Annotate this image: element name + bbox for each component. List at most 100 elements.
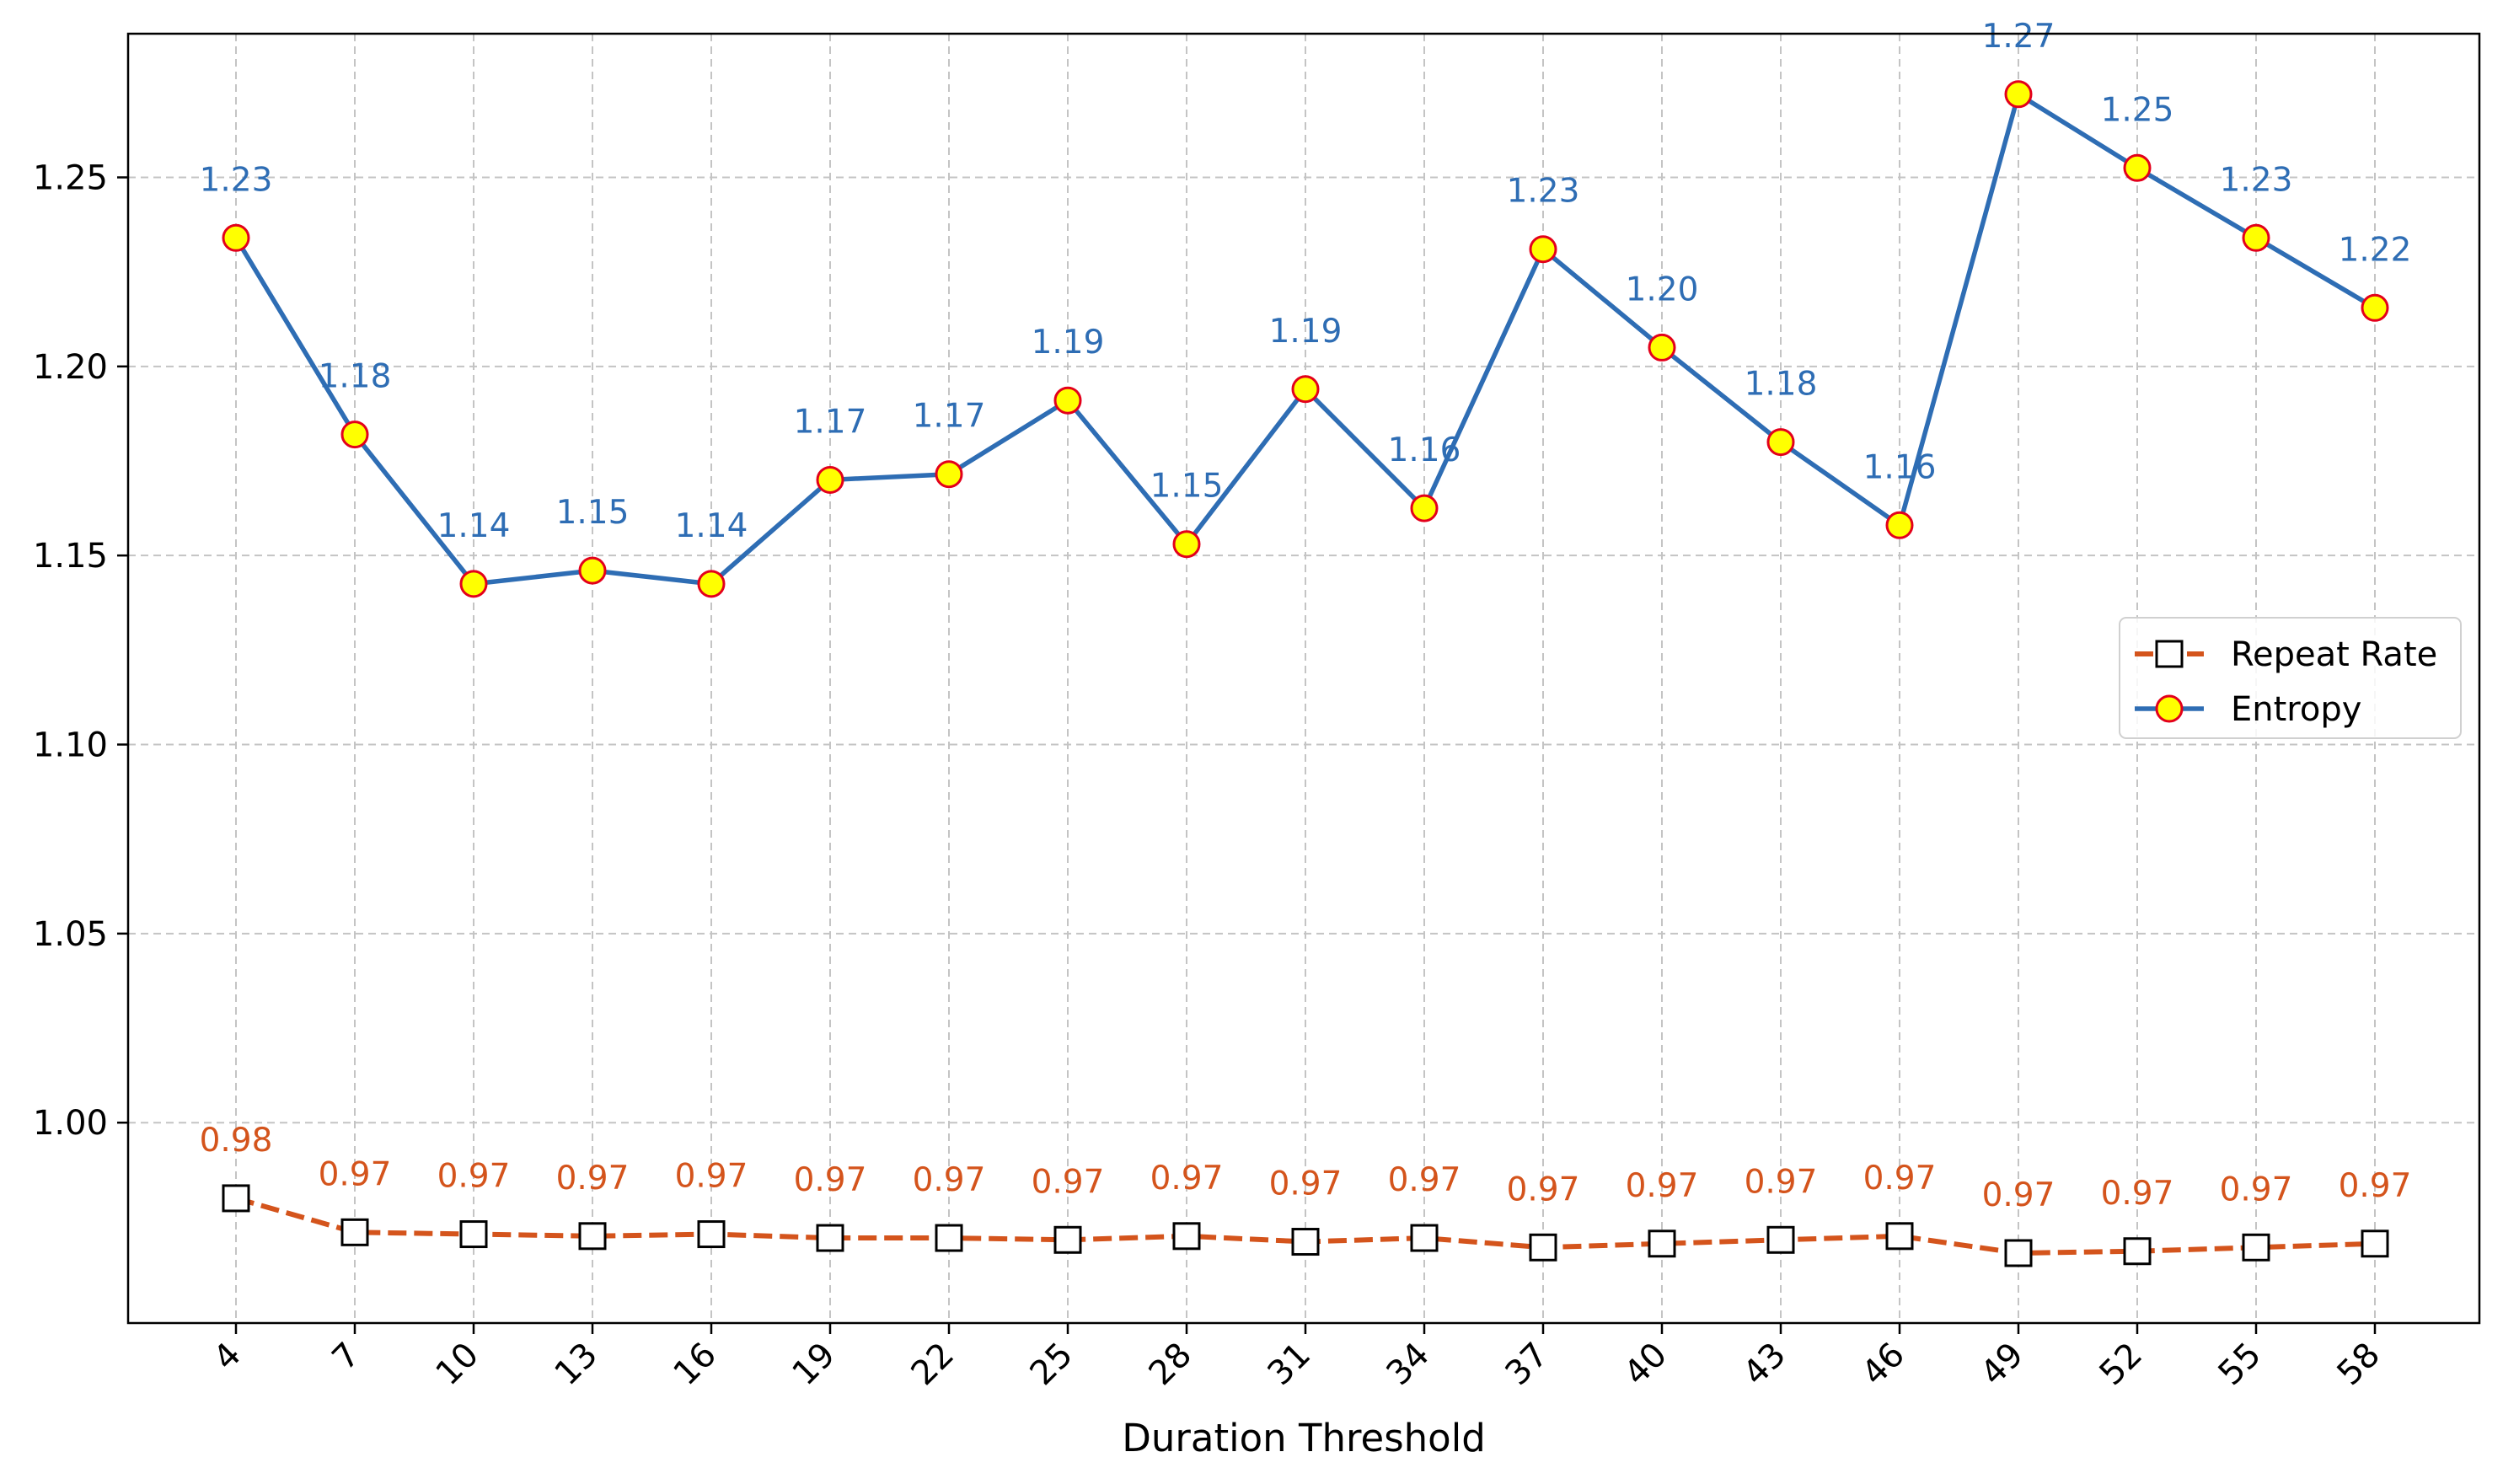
entropy-data-label: 1.23 [2220, 161, 2293, 199]
repeat-rate-data-label: 0.97 [2339, 1167, 2412, 1205]
entropy-point [1291, 375, 1320, 404]
x-tick-label: 49 [1974, 1336, 2032, 1394]
repeat-rate-point [578, 1222, 607, 1251]
repeat-rate-data-label: 0.97 [1745, 1163, 1818, 1201]
entropy-point [1648, 333, 1676, 362]
entropy-point [1885, 511, 1914, 539]
entropy-data-label: 1.23 [200, 161, 273, 199]
entropy-data-label: 1.15 [1150, 468, 1224, 506]
entropy-point [2361, 293, 2389, 322]
y-tick-label: 1.15 [33, 537, 108, 576]
x-tick-label: 4 [206, 1336, 249, 1379]
entropy-point [2123, 153, 2152, 182]
entropy-data-label: 1.23 [1507, 173, 1580, 211]
entropy-point [1410, 494, 1439, 522]
legend-entropy-marker-swatch [2155, 694, 2184, 723]
entropy-data-label: 1.14 [437, 507, 511, 545]
repeat-rate-point [1648, 1230, 1676, 1258]
x-tick-label: 40 [1617, 1336, 1675, 1394]
x-tick-label: 7 [325, 1336, 368, 1379]
x-tick-label: 37 [1498, 1336, 1557, 1394]
entropy-data-label: 1.19 [1032, 324, 1105, 362]
repeat-rate-point [1410, 1224, 1439, 1252]
repeat-rate-point [1172, 1222, 1201, 1251]
data-label-layer: 0.98 0.97 0.97 0.97 0.97 0.97 0.97 0.97 0.97 0.97… [200, 18, 2412, 1214]
entropy-point [816, 465, 844, 494]
entropy-point [340, 421, 369, 449]
y-tick-label: 1.05 [33, 915, 108, 954]
repeat-rate-data-label: 0.97 [2101, 1175, 2174, 1213]
entropy-data-label: 1.20 [1626, 271, 1699, 308]
entropy-point [1172, 530, 1201, 559]
repeat-rate-point [1529, 1233, 1557, 1262]
x-tick-label: 55 [2211, 1336, 2270, 1394]
repeat-rate-point [1053, 1225, 1082, 1254]
x-axis-title: Duration Threshold [1122, 1416, 1486, 1460]
repeat-rate-point [1291, 1228, 1320, 1256]
repeat-rate-data-label: 0.97 [1032, 1163, 1105, 1201]
x-tick-label: 46 [1855, 1336, 1913, 1394]
repeat-rate-point [2242, 1233, 2270, 1262]
repeat-rate-data-label: 0.97 [1269, 1165, 1343, 1203]
entropy-data-label: 1.16 [1863, 448, 1937, 486]
repeat-rate-point [1885, 1222, 1914, 1251]
y-tick-label: 1.20 [33, 348, 108, 387]
entropy-point [459, 570, 488, 598]
y-tick-label: 1.10 [33, 726, 108, 765]
entropy-point [1053, 386, 1082, 415]
entropy-data-label: 1.15 [556, 494, 630, 532]
entropy-point [2004, 80, 2033, 109]
entropy-point [697, 570, 726, 598]
entropy-point [1766, 428, 1795, 457]
entropy-data-label: 1.14 [675, 507, 748, 545]
x-tick-label: 19 [785, 1336, 844, 1394]
repeat-rate-data-label: 0.97 [556, 1160, 630, 1197]
series-layer [222, 80, 2389, 1267]
repeat-rate-data-label: 0.97 [1507, 1171, 1580, 1208]
repeat-rate-data-label: 0.97 [1388, 1161, 1461, 1199]
entropy-point [1529, 235, 1557, 264]
repeat-rate-point [2123, 1237, 2152, 1266]
entropy-point [2242, 223, 2270, 252]
repeat-rate-data-label: 0.97 [319, 1155, 392, 1193]
repeat-rate-point [816, 1224, 844, 1252]
repeat-rate-data-label: 0.97 [2220, 1171, 2293, 1208]
repeat-rate-data-label: 0.97 [437, 1158, 511, 1196]
entropy-data-label: 1.18 [319, 358, 392, 396]
entropy-data-label: 1.27 [1982, 18, 2055, 56]
repeat-rate-point [935, 1224, 963, 1252]
x-tick-label: 25 [1023, 1336, 1081, 1394]
legend-box [2119, 617, 2462, 739]
entropy-data-label: 1.25 [2101, 91, 2174, 129]
y-tick-label: 1.25 [33, 158, 108, 197]
x-tick-label: 28 [1142, 1336, 1200, 1394]
entropy-data-label: 1.17 [794, 403, 867, 441]
x-tick-label: 16 [667, 1336, 725, 1394]
repeat-rate-point [697, 1220, 726, 1249]
x-tick-label: 52 [2093, 1336, 2151, 1394]
legend-repeat-rate-marker-swatch [2155, 640, 2184, 668]
x-tick-label: 22 [904, 1336, 962, 1394]
x-tick-label: 43 [1736, 1336, 1794, 1394]
y-tick-label: 1.00 [33, 1104, 108, 1143]
entropy-data-label: 1.18 [1745, 366, 1818, 404]
repeat-rate-data-label: 0.97 [1863, 1160, 1937, 1197]
repeat-rate-point [1766, 1225, 1795, 1254]
repeat-rate-data-label: 0.97 [1982, 1176, 2055, 1214]
legend-entropy-label: Entropy [2231, 690, 2361, 729]
entropy-data-label: 1.19 [1269, 313, 1343, 351]
legend: Repeat Rate Entropy [2119, 617, 2462, 739]
repeat-rate-point [459, 1220, 488, 1249]
x-tick-label: 13 [548, 1336, 606, 1394]
entropy-point [578, 556, 607, 585]
legend-repeat-rate-label: Repeat Rate [2231, 635, 2437, 674]
repeat-rate-point [340, 1218, 369, 1246]
x-tick-label: 10 [429, 1336, 487, 1394]
repeat-rate-point [2361, 1230, 2389, 1258]
repeat-rate-data-label: 0.98 [200, 1122, 273, 1160]
repeat-rate-data-label: 0.97 [794, 1161, 867, 1199]
entropy-data-label: 1.17 [913, 398, 986, 436]
repeat-rate-data-label: 0.97 [1150, 1160, 1224, 1197]
